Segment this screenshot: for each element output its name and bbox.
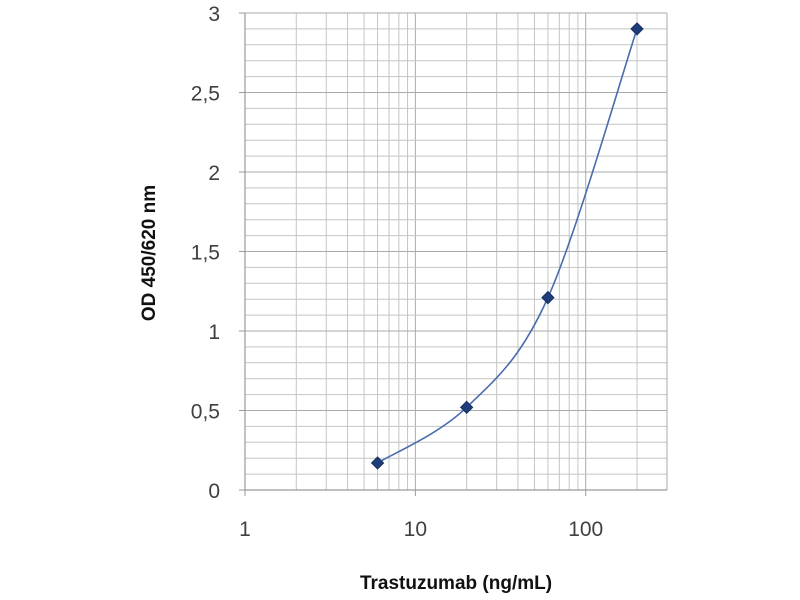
y-axis-title: OD 450/620 nm — [139, 185, 160, 321]
x-tick-label: 100 — [568, 518, 603, 541]
y-tick-label: 1 — [208, 321, 220, 344]
series-curve — [377, 28, 638, 464]
data-point-marker — [630, 22, 644, 36]
data-point-marker — [541, 290, 555, 305]
y-tick-label: 2 — [208, 162, 220, 185]
axes — [239, 12, 668, 496]
x-axis-title: Trastuzumab (ng/mL) — [360, 573, 552, 594]
y-tick-label: 3 — [208, 3, 220, 26]
y-tick-label: 2,5 — [191, 83, 220, 106]
data-point-marker — [370, 456, 385, 470]
data-markers — [370, 22, 644, 470]
y-tick-label: 1,5 — [191, 242, 220, 265]
y-tick-label: 0,5 — [191, 401, 220, 424]
y-tick-label: 0 — [208, 480, 220, 503]
tick-labels: 0 0,5 1 1,5 2 2,5 3 1 10 100 — [191, 3, 603, 541]
data-point-marker — [459, 400, 474, 415]
x-tick-label: 10 — [404, 518, 427, 541]
x-tick-label: 1 — [239, 518, 251, 541]
